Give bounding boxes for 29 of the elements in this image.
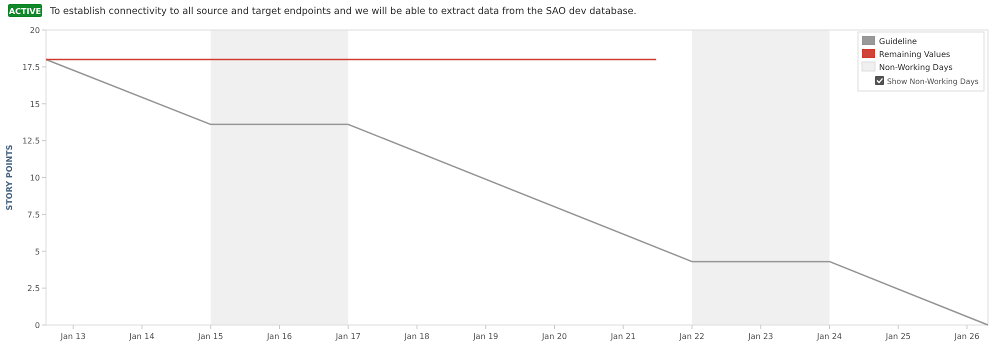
x-tick-label: Jan 16: [266, 332, 292, 341]
y-tick-label: 12.5: [22, 136, 40, 146]
x-tick-label: Jan 26: [953, 332, 980, 341]
x-tick-label: Jan 22: [678, 332, 705, 341]
y-tick-label: 5: [34, 247, 40, 256]
annotation: Non-Working Days: [879, 63, 953, 72]
legend-label: Remaining Values: [879, 50, 950, 59]
x-tick-label: Jan 19: [472, 332, 498, 341]
y-axis-title: STORY POINTS: [5, 144, 14, 210]
y-tick-label: 10: [30, 174, 40, 182]
y-tick-label: 17.5: [22, 62, 40, 72]
x-tick-label: Jan 24: [816, 332, 842, 341]
y-tick-label: 15: [30, 100, 40, 109]
y-tick-label: 2.5: [27, 284, 40, 294]
chart-title: To establish connectivity to all source and target endpoints and we will be able to extract data from the SAO dev database.: [49, 6, 636, 17]
legend-label: Guideline: [879, 37, 918, 46]
x-tick-label: Jan 13: [60, 332, 86, 341]
x-tick-label: Jan 15: [197, 332, 224, 341]
x-tick-label: Jan 17: [334, 332, 361, 341]
y-tick-label: 0: [34, 321, 40, 330]
x-tick-label: Jan 25: [884, 332, 911, 341]
y-tick-label: 20: [30, 26, 40, 35]
x-tick-label: Jan 21: [610, 332, 636, 341]
x-tick-label: Jan 18: [403, 332, 430, 341]
text: ACTIVE: [8, 7, 42, 16]
x-tick-label: Jan 20: [540, 332, 568, 341]
x-tick-label: Jan 14: [128, 332, 154, 341]
x-tick-label: Jan 23: [747, 332, 774, 341]
y-tick-label: 7.5: [27, 210, 40, 220]
